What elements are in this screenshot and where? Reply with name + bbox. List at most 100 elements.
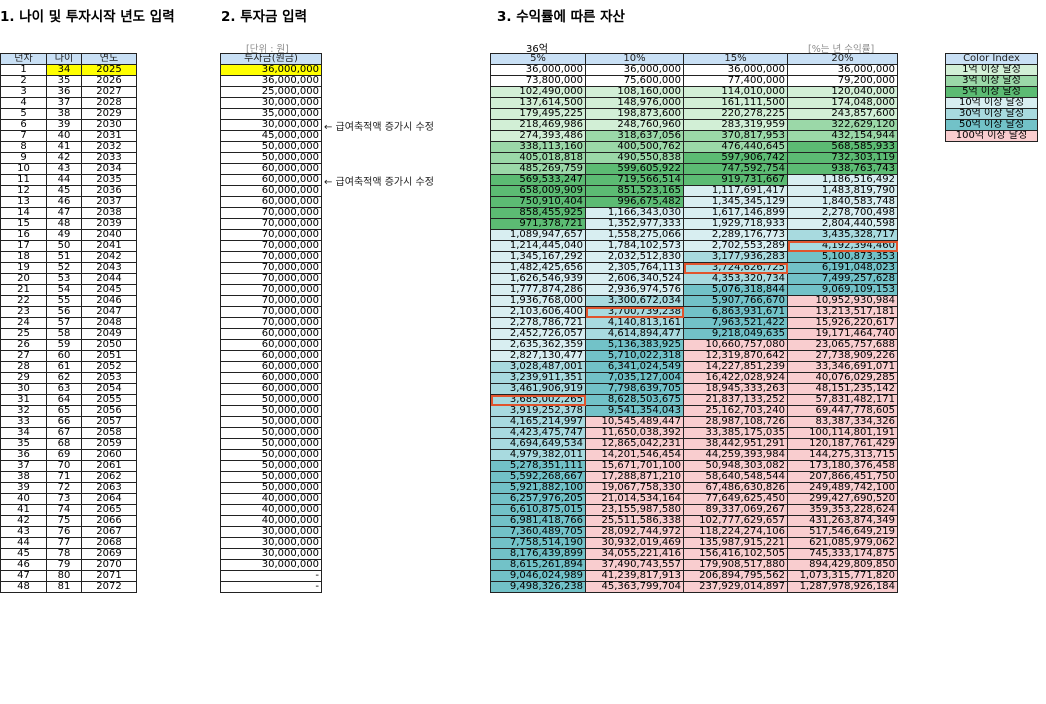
asset-cell[interactable]: 318,637,056 [585, 130, 684, 142]
asset-cell[interactable]: 4,165,214,997 [490, 416, 586, 428]
year-index-cell[interactable]: 2 [0, 75, 47, 87]
asset-cell[interactable]: 218,469,986 [490, 119, 586, 131]
age-cell[interactable]: 43 [46, 163, 82, 175]
asset-cell[interactable]: 102,490,000 [490, 86, 586, 98]
asset-cell[interactable]: 89,337,069,267 [683, 504, 788, 516]
asset-cell[interactable]: 599,605,922 [585, 163, 684, 175]
year-cell[interactable]: 2044 [81, 273, 137, 285]
asset-cell[interactable]: 1,166,343,030 [585, 207, 684, 219]
age-cell[interactable]: 40 [46, 130, 82, 142]
asset-cell[interactable]: 4,614,894,477 [585, 328, 684, 340]
asset-cell[interactable]: 83,387,334,326 [787, 416, 898, 428]
age-cell[interactable]: 57 [46, 317, 82, 329]
invest-cell[interactable]: 60,000,000 [220, 328, 322, 340]
asset-cell[interactable]: 8,176,439,899 [490, 548, 586, 560]
asset-cell[interactable]: 2,305,764,113 [585, 262, 684, 274]
year-cell[interactable]: 2054 [81, 383, 137, 395]
invest-cell[interactable]: 45,000,000 [220, 130, 322, 142]
asset-cell[interactable]: 135,987,915,221 [683, 537, 788, 549]
year-cell[interactable]: 2056 [81, 405, 137, 417]
asset-cell[interactable]: 179,908,517,880 [683, 559, 788, 571]
year-index-cell[interactable]: 12 [0, 185, 47, 197]
year-index-cell[interactable]: 6 [0, 119, 47, 131]
year-index-cell[interactable]: 20 [0, 273, 47, 285]
year-cell[interactable]: 2067 [81, 526, 137, 538]
asset-cell[interactable]: 5,907,766,670 [683, 295, 788, 307]
asset-cell[interactable]: 27,738,909,226 [787, 350, 898, 362]
asset-cell[interactable]: 17,288,871,210 [585, 471, 684, 483]
year-cell[interactable]: 2032 [81, 141, 137, 153]
invest-cell[interactable]: 70,000,000 [220, 262, 322, 274]
asset-cell[interactable]: 50,948,303,082 [683, 460, 788, 472]
asset-cell[interactable]: 1,840,583,748 [787, 196, 898, 208]
asset-cell[interactable]: 431,263,874,349 [787, 515, 898, 527]
asset-cell[interactable]: 322,629,120 [787, 119, 898, 131]
year-index-cell[interactable]: 44 [0, 537, 47, 549]
year-cell[interactable]: 2065 [81, 504, 137, 516]
asset-cell[interactable]: 9,498,326,238 [490, 581, 586, 593]
invest-cell[interactable]: 70,000,000 [220, 306, 322, 318]
age-cell[interactable]: 65 [46, 405, 82, 417]
asset-cell[interactable]: 1,784,102,573 [585, 240, 684, 252]
year-index-cell[interactable]: 46 [0, 559, 47, 571]
invest-cell[interactable]: 50,000,000 [220, 438, 322, 450]
age-cell[interactable]: 75 [46, 515, 82, 527]
asset-cell[interactable]: 77,400,000 [683, 75, 788, 87]
asset-cell[interactable]: 283,319,959 [683, 119, 788, 131]
age-cell[interactable]: 79 [46, 559, 82, 571]
year-index-cell[interactable]: 30 [0, 383, 47, 395]
year-cell[interactable]: 2061 [81, 460, 137, 472]
age-cell[interactable]: 49 [46, 229, 82, 241]
year-cell[interactable]: 2041 [81, 240, 137, 252]
invest-cell[interactable]: 70,000,000 [220, 295, 322, 307]
year-index-cell[interactable]: 26 [0, 339, 47, 351]
asset-cell[interactable]: 108,160,000 [585, 86, 684, 98]
asset-cell[interactable]: 79,200,000 [787, 75, 898, 87]
age-cell[interactable]: 45 [46, 185, 82, 197]
asset-cell[interactable]: 15,671,701,100 [585, 460, 684, 472]
year-index-cell[interactable]: 7 [0, 130, 47, 142]
asset-cell[interactable]: 6,981,418,766 [490, 515, 586, 527]
asset-cell[interactable]: 2,032,512,830 [585, 251, 684, 263]
invest-cell[interactable]: 50,000,000 [220, 405, 322, 417]
asset-cell[interactable]: 2,278,700,498 [787, 207, 898, 219]
year-index-cell[interactable]: 33 [0, 416, 47, 428]
asset-cell[interactable]: 73,800,000 [490, 75, 586, 87]
asset-cell[interactable]: 148,976,000 [585, 97, 684, 109]
invest-cell[interactable]: 70,000,000 [220, 273, 322, 285]
asset-cell[interactable]: 1,117,691,417 [683, 185, 788, 197]
asset-cell[interactable]: 517,546,649,219 [787, 526, 898, 538]
age-cell[interactable]: 48 [46, 218, 82, 230]
year-cell[interactable]: 2035 [81, 174, 137, 186]
year-cell[interactable]: 2026 [81, 75, 137, 87]
asset-cell[interactable]: 4,140,813,161 [585, 317, 684, 329]
asset-cell[interactable]: 5,136,383,925 [585, 339, 684, 351]
asset-cell[interactable]: 3,461,906,919 [490, 383, 586, 395]
age-cell[interactable]: 61 [46, 361, 82, 373]
invest-cell[interactable]: 60,000,000 [220, 372, 322, 384]
asset-cell[interactable]: 1,073,315,771,820 [787, 570, 898, 582]
invest-cell[interactable]: 70,000,000 [220, 317, 322, 329]
year-index-cell[interactable]: 34 [0, 427, 47, 439]
asset-cell[interactable]: 69,447,778,605 [787, 405, 898, 417]
invest-cell[interactable]: 50,000,000 [220, 416, 322, 428]
asset-cell[interactable]: 1,482,425,656 [490, 262, 586, 274]
asset-cell[interactable]: 1,287,978,926,184 [787, 581, 898, 593]
year-index-cell[interactable]: 21 [0, 284, 47, 296]
year-cell[interactable]: 2045 [81, 284, 137, 296]
year-index-cell[interactable]: 4 [0, 97, 47, 109]
year-cell[interactable]: 2052 [81, 361, 137, 373]
age-cell[interactable]: 64 [46, 394, 82, 406]
asset-cell[interactable]: 7,758,514,190 [490, 537, 586, 549]
year-cell[interactable]: 2071 [81, 570, 137, 582]
year-cell[interactable]: 2043 [81, 262, 137, 274]
invest-cell[interactable]: 70,000,000 [220, 251, 322, 263]
year-cell[interactable]: 2055 [81, 394, 137, 406]
asset-cell[interactable]: 1,929,718,933 [683, 218, 788, 230]
asset-cell[interactable]: 1,558,275,066 [585, 229, 684, 241]
asset-cell[interactable]: 75,600,000 [585, 75, 684, 87]
asset-cell[interactable]: 274,393,486 [490, 130, 586, 142]
age-cell[interactable]: 62 [46, 372, 82, 384]
year-cell[interactable]: 2027 [81, 86, 137, 98]
invest-cell[interactable]: 30,000,000 [220, 97, 322, 109]
